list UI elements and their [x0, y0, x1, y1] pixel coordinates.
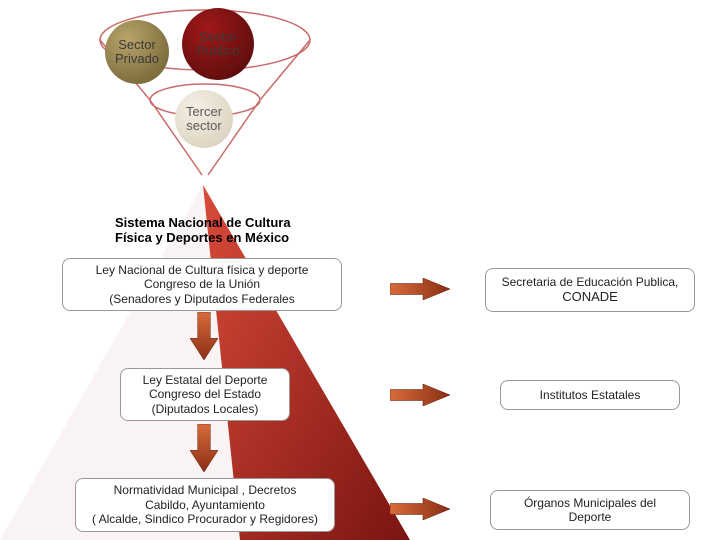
arrow-down-2: [190, 424, 218, 472]
arrow-right-3: [390, 498, 450, 520]
sphere-label: Sector Publico: [197, 30, 240, 59]
box-line: Ley Nacional de Cultura física y deporte: [96, 263, 309, 277]
sphere-tercer-sector: Tercer sector: [175, 90, 233, 148]
arrow-down-1: [190, 312, 218, 360]
box-line: (Senadores y Diputados Federales: [109, 292, 294, 306]
box-line: Órganos Municipales del: [524, 496, 656, 510]
box-line: Secretaria de Educación Publica,: [502, 275, 679, 289]
box-line: Congreso de la Unión: [144, 277, 260, 291]
box-line: Normatividad Municipal , Decretos: [114, 483, 297, 497]
sphere-label: Sector Privado: [115, 38, 159, 67]
box-normatividad-municipal: Normatividad Municipal , DecretosCabildo…: [75, 478, 335, 532]
box-line: Institutos Estatales: [540, 388, 641, 402]
box-institutos-estatales: Institutos Estatales: [500, 380, 680, 410]
box-line: CONADE: [562, 289, 618, 305]
box-line: (Diputados Locales): [152, 402, 259, 416]
box-line: Cabildo, Ayuntamiento: [145, 498, 265, 512]
box-line: Congreso del Estado: [149, 387, 261, 401]
box-ley-estatal: Ley Estatal del DeporteCongreso del Esta…: [120, 368, 290, 421]
box-line: Ley Estatal del Deporte: [143, 373, 268, 387]
diagram-title: Sistema Nacional de Cultura Física y Dep…: [115, 215, 291, 245]
box-line: ( Alcalde, Sindico Procurador y Regidore…: [92, 512, 318, 526]
title-line2: Física y Deportes en México: [115, 230, 291, 245]
box-line: Deporte: [569, 510, 612, 524]
sphere-sector-privado: Sector Privado: [105, 20, 169, 84]
box-ley-nacional: Ley Nacional de Cultura física y deporte…: [62, 258, 342, 311]
box-organos-municipales: Órganos Municipales delDeporte: [490, 490, 690, 530]
box-secretaria-conade: Secretaria de Educación Publica,CONADE: [485, 268, 695, 312]
arrow-right-1: [390, 278, 450, 300]
arrow-right-2: [390, 384, 450, 406]
sphere-label: Tercer sector: [186, 105, 222, 134]
sphere-sector-publico: Sector Publico: [182, 8, 254, 80]
title-line1: Sistema Nacional de Cultura: [115, 215, 291, 230]
